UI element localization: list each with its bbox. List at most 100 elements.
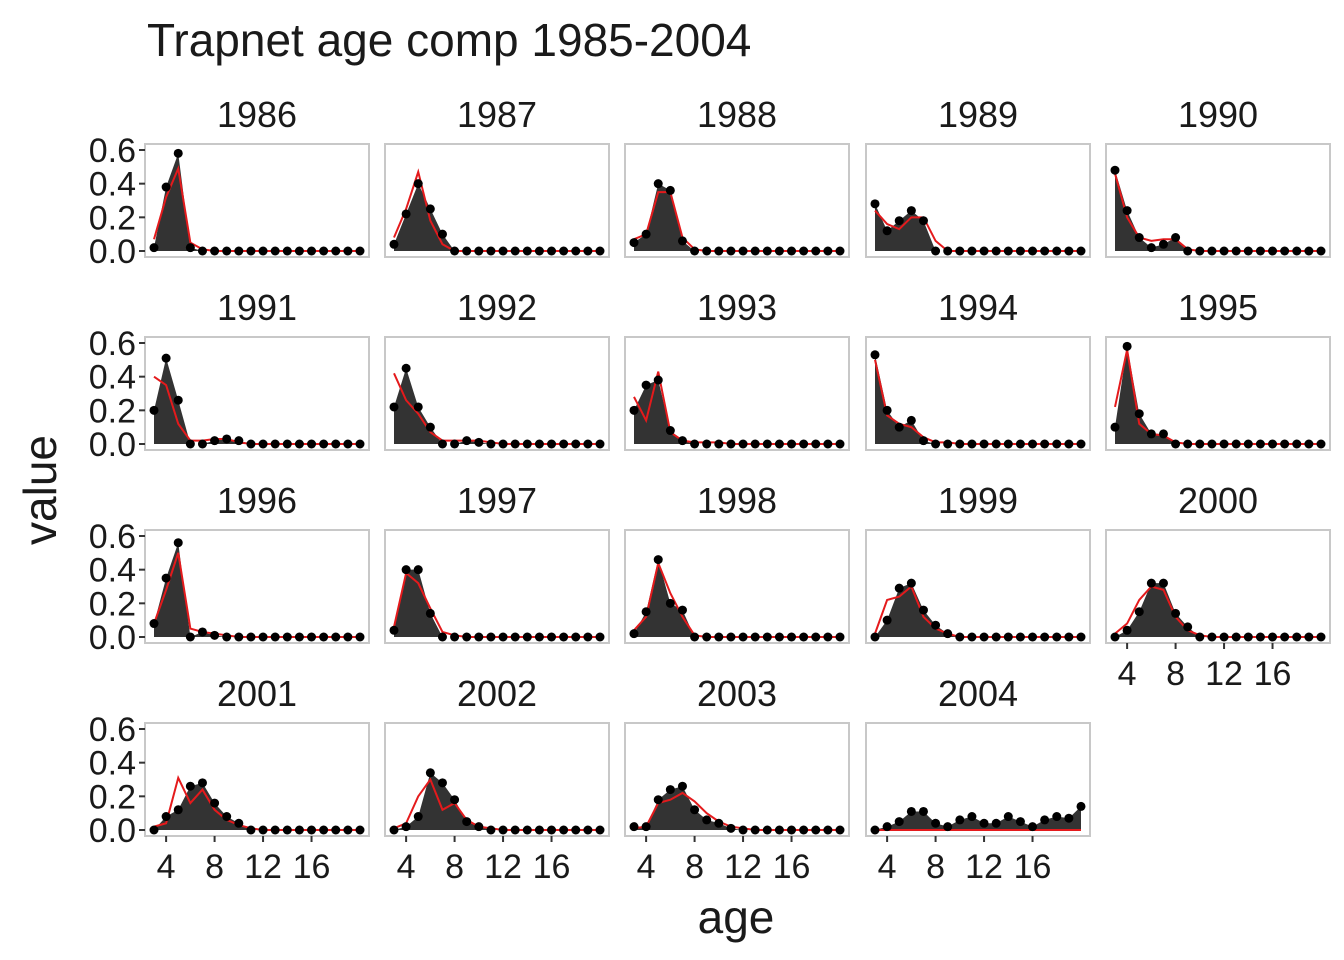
observed-point (762, 439, 772, 449)
observed-area (634, 559, 840, 637)
observed-area (875, 806, 1081, 830)
observed-point (774, 246, 784, 256)
observed-point (559, 246, 569, 256)
x-tick-label: 12 (484, 848, 522, 886)
x-tick-label: 4 (1118, 655, 1137, 693)
observed-point (1231, 439, 1241, 449)
observed-point (474, 437, 484, 447)
observed-point (462, 817, 472, 827)
observed-point (437, 632, 447, 642)
panel-title: 1991 (217, 287, 297, 328)
observed-point (222, 246, 232, 256)
observed-point (401, 565, 411, 575)
observed-point (738, 632, 748, 642)
observed-area (875, 354, 1081, 444)
observed-point (714, 246, 724, 256)
observed-point (702, 439, 712, 449)
observed-point (641, 607, 651, 617)
observed-point (1110, 165, 1120, 175)
observed-point (870, 632, 880, 642)
observed-point (595, 632, 605, 642)
observed-point (1076, 246, 1086, 256)
observed-point (343, 246, 353, 256)
observed-point (1064, 632, 1074, 642)
x-tick-label: 12 (724, 848, 762, 886)
panel-2003: 2003 4 8 12 16 (624, 673, 850, 886)
observed-point (486, 825, 496, 835)
x-tick-label: 16 (1254, 655, 1292, 693)
observed-point (955, 632, 965, 642)
panel-title: 2001 (217, 673, 297, 714)
panel-title: 1986 (217, 94, 297, 135)
observed-point (510, 632, 520, 642)
observed-point (413, 402, 423, 412)
observed-point (462, 632, 472, 642)
observed-point (389, 825, 399, 835)
observed-point (1268, 632, 1278, 642)
panel-title: 1995 (1178, 287, 1258, 328)
y-tick-label: 0.2 (89, 199, 136, 237)
observed-point (1052, 632, 1062, 642)
y-tick-label: 0.2 (89, 585, 136, 623)
observed-point (197, 439, 207, 449)
observed-point (738, 825, 748, 835)
observed-point (690, 439, 700, 449)
observed-point (774, 439, 784, 449)
observed-point (355, 246, 365, 256)
observed-point (726, 246, 736, 256)
observed-point (185, 243, 195, 253)
observed-point (210, 630, 220, 640)
observed-point (762, 825, 772, 835)
observed-point (943, 629, 953, 639)
observed-point (931, 620, 941, 630)
observed-point (967, 246, 977, 256)
observed-point (918, 605, 928, 615)
observed-point (343, 439, 353, 449)
panel-1994: 1994 (865, 287, 1091, 451)
observed-point (870, 825, 880, 835)
observed-point (799, 246, 809, 256)
observed-point (234, 246, 244, 256)
observed-point (1003, 246, 1013, 256)
observed-point (1195, 632, 1205, 642)
observed-point (1207, 439, 1217, 449)
observed-point (355, 825, 365, 835)
observed-point (559, 825, 569, 835)
observed-point (294, 439, 304, 449)
observed-point (1292, 246, 1302, 256)
observed-point (173, 538, 183, 548)
observed-point (1015, 817, 1025, 827)
observed-point (799, 825, 809, 835)
observed-point (234, 818, 244, 828)
observed-point (677, 605, 687, 615)
observed-point (1316, 632, 1326, 642)
observed-point (641, 380, 651, 390)
observed-point (1146, 243, 1156, 253)
observed-point (1316, 246, 1326, 256)
panel-1995: 1995 (1105, 287, 1331, 451)
observed-point (1003, 439, 1013, 449)
observed-point (726, 823, 736, 833)
observed-point (1003, 632, 1013, 642)
observed-area (154, 358, 360, 444)
panel-border (1105, 143, 1331, 258)
x-tick-label: 4 (878, 848, 897, 886)
observed-point (161, 353, 171, 363)
observed-point (1040, 246, 1050, 256)
observed-point (583, 246, 593, 256)
observed-point (1028, 822, 1038, 832)
observed-point (774, 825, 784, 835)
observed-point (534, 439, 544, 449)
observed-point (522, 246, 532, 256)
observed-point (307, 825, 317, 835)
observed-point (161, 573, 171, 583)
observed-point (726, 439, 736, 449)
observed-point (1207, 246, 1217, 256)
observed-point (389, 402, 399, 412)
observed-point (222, 434, 232, 444)
y-tick-label: 0.6 (89, 711, 136, 749)
observed-point (1158, 239, 1168, 249)
observed-point (979, 818, 989, 828)
observed-point (1146, 429, 1156, 439)
observed-point (1195, 246, 1205, 256)
